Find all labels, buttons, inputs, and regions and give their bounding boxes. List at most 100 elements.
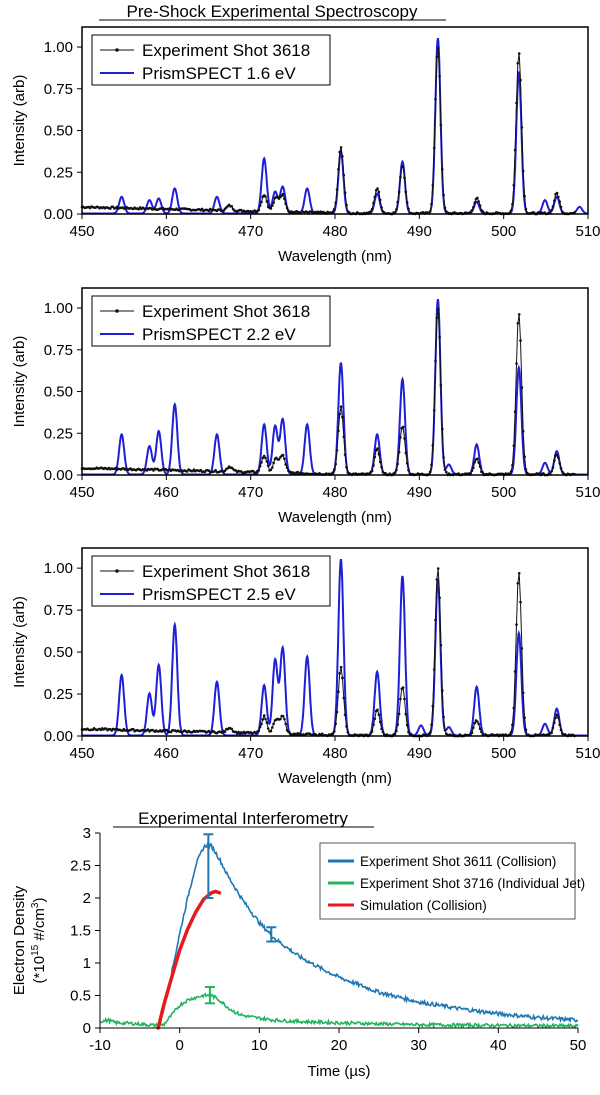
experiment-point bbox=[511, 203, 514, 206]
x-tick-label: 460 bbox=[154, 745, 179, 762]
experiment-point bbox=[262, 454, 266, 458]
experiment-point bbox=[404, 190, 408, 194]
experiment-point bbox=[573, 211, 576, 214]
experiment-point bbox=[472, 206, 475, 209]
experiment-point bbox=[558, 462, 561, 465]
experiment-point bbox=[230, 727, 234, 731]
experiment-point bbox=[373, 455, 377, 459]
experiment-point bbox=[397, 712, 401, 716]
legend-label-simulation: Simulation (Collision) bbox=[360, 898, 487, 913]
experiment-point bbox=[513, 410, 517, 414]
legend-box bbox=[91, 295, 331, 347]
experiment-point bbox=[296, 470, 300, 474]
x-tick-label: 500 bbox=[491, 223, 516, 240]
experiment-point bbox=[271, 204, 274, 207]
experiment-point bbox=[399, 436, 402, 439]
experiment-point bbox=[334, 462, 338, 466]
experiment-point bbox=[397, 190, 401, 194]
experiment-point bbox=[517, 313, 521, 316]
experiment-point bbox=[477, 461, 481, 464]
y-tick-label: 1.5 bbox=[70, 923, 91, 940]
experiment-point bbox=[335, 449, 339, 452]
experiment-point bbox=[214, 468, 217, 472]
experiment-point bbox=[521, 430, 525, 433]
experiment-point bbox=[435, 578, 439, 581]
experiment-point bbox=[476, 457, 479, 461]
experiment-point bbox=[439, 123, 443, 127]
x-tick-label: 50 bbox=[570, 1037, 587, 1054]
experiment-point bbox=[521, 691, 525, 695]
experiment-point bbox=[478, 465, 482, 468]
legend-label-experiment: Experiment Shot 3618 bbox=[142, 562, 310, 581]
experiment-point bbox=[439, 384, 443, 387]
experiment-point bbox=[338, 150, 342, 154]
experiment-point bbox=[343, 191, 347, 194]
experiment-point bbox=[516, 61, 520, 65]
experiment-point bbox=[333, 730, 336, 733]
experiment-point bbox=[551, 726, 555, 730]
legend-label-model: PrismSPECT 2.5 eV bbox=[142, 585, 296, 604]
experiment-point bbox=[380, 206, 383, 209]
experiment-point bbox=[285, 206, 289, 210]
experiment-point bbox=[370, 469, 374, 473]
experiment-point bbox=[261, 718, 265, 721]
experiment-point bbox=[441, 427, 444, 431]
experiment-point bbox=[407, 207, 410, 211]
x-axis-label: Wavelength (nm) bbox=[278, 770, 392, 787]
x-axis-label: Wavelength (nm) bbox=[278, 248, 392, 265]
experiment-point bbox=[341, 155, 344, 158]
experiment-point bbox=[553, 459, 556, 462]
experiment-point bbox=[339, 146, 343, 149]
legend-box bbox=[319, 842, 576, 920]
x-tick-label: 450 bbox=[69, 484, 94, 501]
experiment-point bbox=[470, 469, 474, 472]
experiment-point bbox=[185, 470, 189, 473]
experiment-point bbox=[396, 200, 400, 204]
experiment-point bbox=[262, 714, 266, 717]
experiment-point bbox=[470, 731, 474, 734]
experiment-point bbox=[260, 200, 263, 204]
experiment-point bbox=[397, 450, 401, 454]
experiment-point bbox=[221, 731, 224, 735]
y-tick-label: 0.75 bbox=[44, 81, 73, 98]
unit-text: ) bbox=[31, 898, 48, 903]
experiment-point bbox=[265, 200, 269, 203]
experiment-point bbox=[264, 456, 267, 460]
y-tick-label: 0.25 bbox=[44, 686, 73, 703]
legend-box bbox=[91, 34, 331, 86]
experiment-point bbox=[284, 463, 288, 466]
experiment-point bbox=[559, 728, 563, 732]
experiment-point bbox=[338, 412, 342, 416]
experiment-point bbox=[438, 335, 441, 339]
legend: Experiment Shot 3618 PrismSPECT 2.5 eV bbox=[91, 555, 331, 607]
experiment-point bbox=[512, 706, 516, 710]
experiment-point bbox=[343, 453, 347, 456]
experiment-point bbox=[509, 470, 513, 473]
interferometry-title: Experimental Interferometry bbox=[138, 809, 348, 828]
experiment-point bbox=[269, 729, 273, 733]
legend-label-model: PrismSPECT 2.2 eV bbox=[142, 325, 296, 344]
y-axis-label: Intensity (arb) bbox=[11, 336, 28, 428]
experiment-point bbox=[345, 203, 348, 207]
y-tick-label: 0.50 bbox=[44, 384, 73, 401]
x-tick-label: 510 bbox=[575, 223, 600, 240]
experiment-point bbox=[519, 600, 522, 604]
experiment-point bbox=[477, 200, 481, 203]
experiment-point bbox=[473, 721, 477, 725]
experiment-point bbox=[405, 461, 409, 465]
experiment-point bbox=[372, 464, 375, 467]
experiment-point bbox=[281, 192, 285, 196]
experiment-point bbox=[334, 722, 338, 726]
experiment-point bbox=[557, 716, 560, 719]
legend-box bbox=[91, 555, 331, 607]
experiment-point bbox=[520, 386, 524, 389]
x-tick-label: 500 bbox=[491, 484, 516, 501]
experiment-point bbox=[271, 466, 274, 469]
experiment-point bbox=[442, 456, 445, 459]
experiment-point bbox=[377, 190, 381, 194]
experiment-point bbox=[260, 461, 263, 464]
y-tick-label: 1 bbox=[83, 955, 91, 972]
experiment-point bbox=[265, 721, 269, 724]
